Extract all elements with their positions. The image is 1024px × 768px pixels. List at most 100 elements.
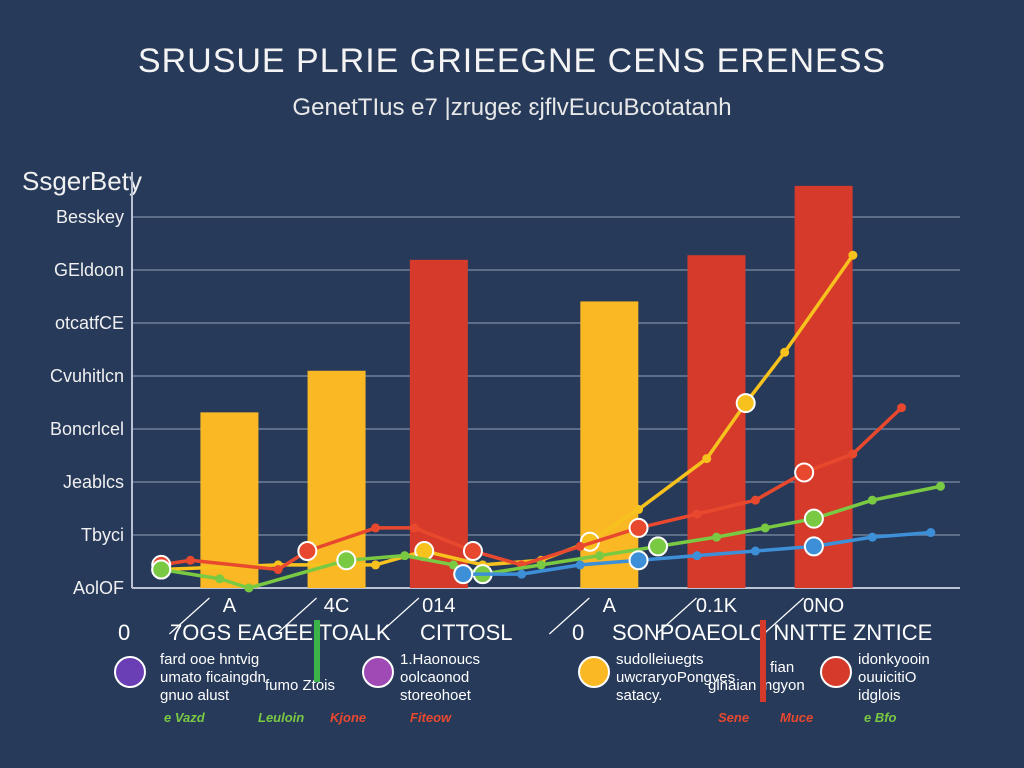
x-tick-label: A xyxy=(603,595,617,617)
data-point xyxy=(595,551,605,561)
legend-header: 0 xyxy=(572,620,584,645)
legend-tag: Muce xyxy=(780,710,813,725)
legend-header: 0 xyxy=(118,620,130,645)
x-tick-label: 4C xyxy=(324,595,350,617)
data-point xyxy=(400,551,410,561)
legend-entry: fumo Ztois xyxy=(265,677,335,694)
chart-title: SRUSUE PLRIE GRIEEGNE CENS ERENESS xyxy=(137,42,887,80)
y-tick-label: Boncrlcel xyxy=(50,419,124,439)
data-point xyxy=(215,574,225,584)
y-tick-label: Jeablcs xyxy=(63,472,124,492)
legend-tag: Sene xyxy=(718,710,749,725)
data-point xyxy=(780,347,790,357)
legend-entry: uwcraryoPongves xyxy=(616,669,735,686)
y-tick-label: otcatfCE xyxy=(55,313,124,333)
data-point xyxy=(750,546,760,556)
data-point xyxy=(517,569,527,579)
data-point xyxy=(297,541,318,562)
data-point xyxy=(462,541,483,562)
data-point xyxy=(803,536,824,557)
y-tick-label: Besskey xyxy=(56,207,124,227)
x-tick-connector xyxy=(548,597,590,635)
legend-header: CITTOSL xyxy=(420,620,513,645)
x-tick-connector xyxy=(378,597,420,635)
data-point xyxy=(711,532,721,542)
legend-entry: fard ooe hntvig xyxy=(160,651,259,668)
legend-entry: glnaian ingyon xyxy=(708,677,805,694)
legend-swatch xyxy=(362,656,394,688)
bar xyxy=(794,185,853,588)
series-line xyxy=(160,406,903,572)
legend-entry: 1.Haonoucs xyxy=(400,651,480,668)
data-point xyxy=(448,560,458,570)
data-point xyxy=(867,495,877,505)
legend-tag: Fiteow xyxy=(410,710,452,725)
data-point xyxy=(692,551,702,561)
data-point xyxy=(735,393,756,414)
y-tick-label: GEldoon xyxy=(54,260,124,280)
legend-accent xyxy=(314,620,320,682)
data-point xyxy=(803,508,824,529)
legend-entry: sudolleiuegts xyxy=(616,651,704,668)
data-point xyxy=(273,565,283,575)
data-point xyxy=(244,583,254,593)
data-point xyxy=(371,523,381,533)
legend-accent xyxy=(760,620,766,702)
data-point xyxy=(897,403,907,413)
x-tick-connector xyxy=(763,597,805,635)
legend-entry: storeohoet xyxy=(400,687,472,704)
x-tick-label: 0NO xyxy=(803,595,844,617)
legend-entry: idonkyooin xyxy=(858,651,930,668)
legend-tag: Leuloin xyxy=(258,710,304,725)
legend-entry: satacy. xyxy=(616,687,662,704)
data-point xyxy=(936,481,946,491)
legend-tag: Kjone xyxy=(330,710,366,725)
legend-entry: oolcaonod xyxy=(400,669,469,686)
x-tick-connector xyxy=(169,597,210,635)
y-tick-label: Tbyci xyxy=(81,525,124,545)
x-tick-label: 014 xyxy=(422,595,455,617)
data-point xyxy=(628,517,649,538)
data-point xyxy=(848,250,858,260)
data-point xyxy=(185,555,195,565)
chart-subtitle: GenetTIus e7 |zrugeɛ ɛjflvEucuBcotatanh xyxy=(292,94,732,121)
x-tick-label: A xyxy=(223,595,237,617)
data-point xyxy=(848,449,858,459)
data-point xyxy=(371,560,381,570)
data-point xyxy=(151,559,172,580)
legend-entry: idglois xyxy=(858,687,901,704)
data-point xyxy=(702,454,712,464)
data-point xyxy=(575,560,585,570)
bar xyxy=(200,412,259,588)
legend-entry: ouuicitiO xyxy=(858,669,916,686)
legend-entry: gnuo alust xyxy=(160,687,230,704)
bar xyxy=(409,259,468,588)
data-point xyxy=(750,495,760,505)
x-tick-connector xyxy=(276,597,317,635)
legend-entry: umato ficaingdn xyxy=(160,669,266,686)
data-point xyxy=(453,564,474,585)
data-point xyxy=(628,550,649,571)
legend-header: 7OGS EAGEE TOALK xyxy=(170,620,391,645)
data-point xyxy=(760,523,770,533)
data-point xyxy=(634,504,644,514)
legend-swatch xyxy=(114,656,146,688)
x-tick-label: 0.1K xyxy=(696,595,738,617)
data-point xyxy=(867,532,877,542)
y-axis-label: SsgerBety xyxy=(22,166,142,196)
data-point xyxy=(794,462,815,483)
data-point xyxy=(336,550,357,571)
legend-tag: e Vazd xyxy=(164,710,206,725)
y-tick-label: Cvuhitlcn xyxy=(50,366,124,386)
data-point xyxy=(648,536,669,557)
y-tick-label: AolOF xyxy=(73,578,124,598)
legend-entry: fian xyxy=(770,659,794,676)
data-point xyxy=(409,523,419,533)
data-point xyxy=(926,528,936,538)
legend-header: SONPOAEOLO NNTTE ZNTICE xyxy=(612,620,932,645)
data-point xyxy=(575,541,585,551)
data-point xyxy=(536,560,546,570)
legend-swatch xyxy=(820,656,852,688)
